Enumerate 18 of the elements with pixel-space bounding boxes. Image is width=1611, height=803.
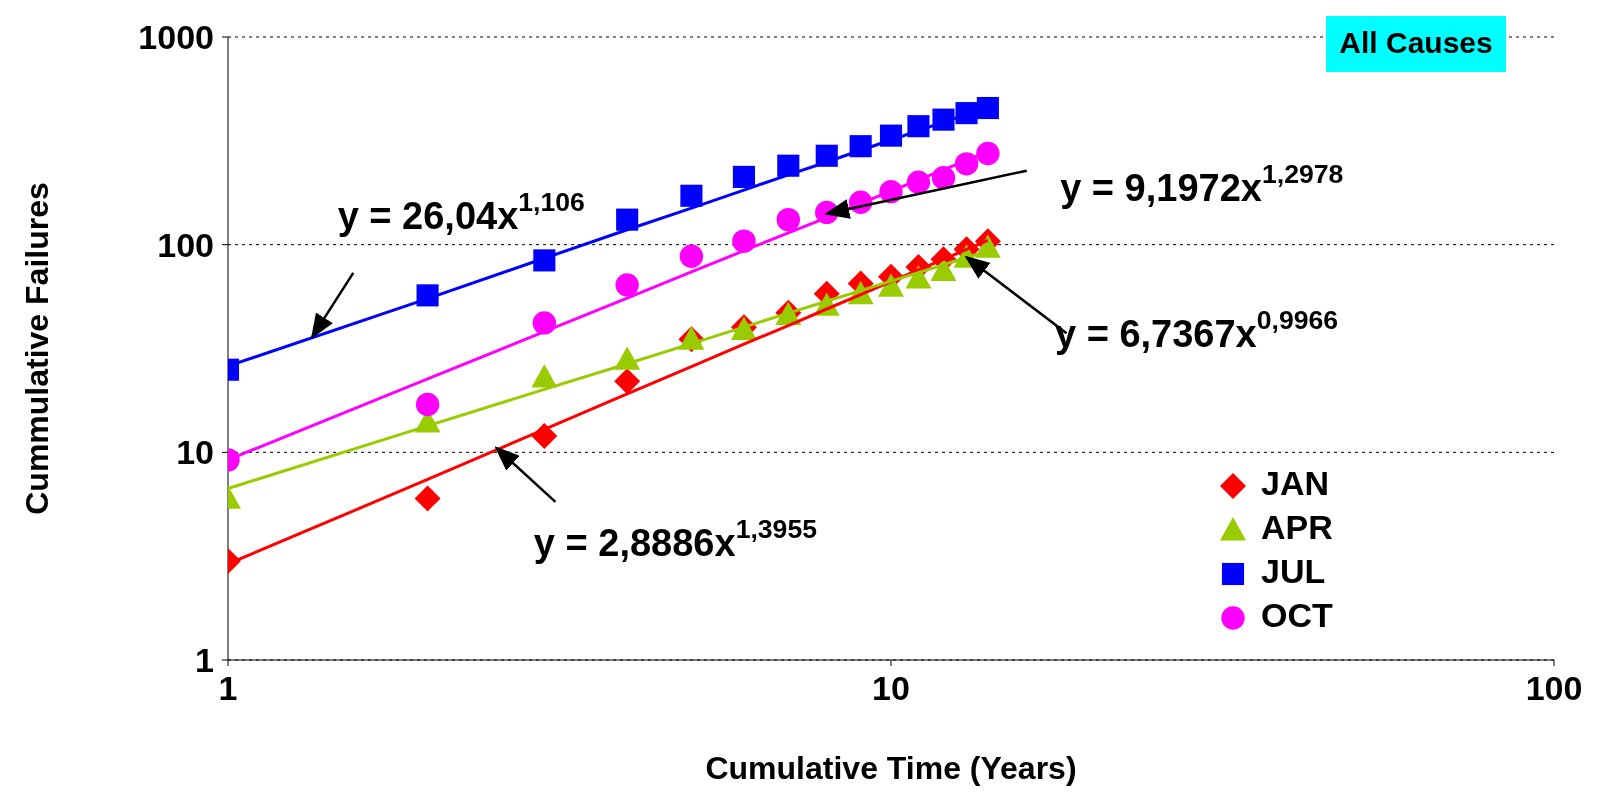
legend-label: JAN: [1261, 463, 1330, 502]
x-tick-label: 10: [872, 669, 910, 708]
y-tick-label: 1000: [138, 18, 214, 57]
chart-title: All Causes: [1339, 25, 1493, 59]
annotation: y = 2,8886x$^{1,3955}$: [533, 513, 818, 564]
y-axis-title: Cummulative Failures: [19, 182, 55, 515]
legend-label: JUL: [1261, 551, 1326, 590]
y-tick-label: 10: [176, 433, 214, 472]
y-tick-label: 1: [195, 641, 214, 680]
x-tick-label: 1: [218, 669, 238, 708]
legend-label: OCT: [1261, 595, 1333, 634]
y-tick-label: 100: [157, 225, 214, 264]
annotation: y = 6,7367x$^{0,9966}$: [1054, 305, 1339, 356]
x-axis-title: Cumulative Time (Years): [705, 750, 1077, 786]
legend-label: APR: [1261, 507, 1333, 546]
annotation: y = 9,1972x$^{1,2978}$: [1060, 158, 1344, 209]
x-tick-label: 100: [1525, 669, 1583, 708]
annotation: y = 26,04x$^{1,106}$: [337, 186, 585, 237]
